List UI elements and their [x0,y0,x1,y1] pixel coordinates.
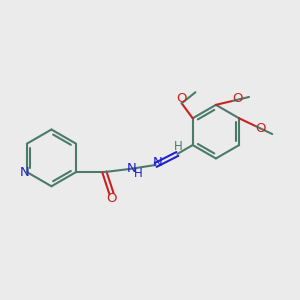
Text: N: N [152,156,162,169]
Text: H: H [174,140,182,153]
Text: O: O [255,122,266,135]
Text: N: N [127,162,136,175]
Text: H: H [134,167,143,180]
Text: O: O [176,92,187,105]
Text: O: O [232,92,242,106]
Text: O: O [106,192,117,206]
Text: N: N [20,166,30,178]
